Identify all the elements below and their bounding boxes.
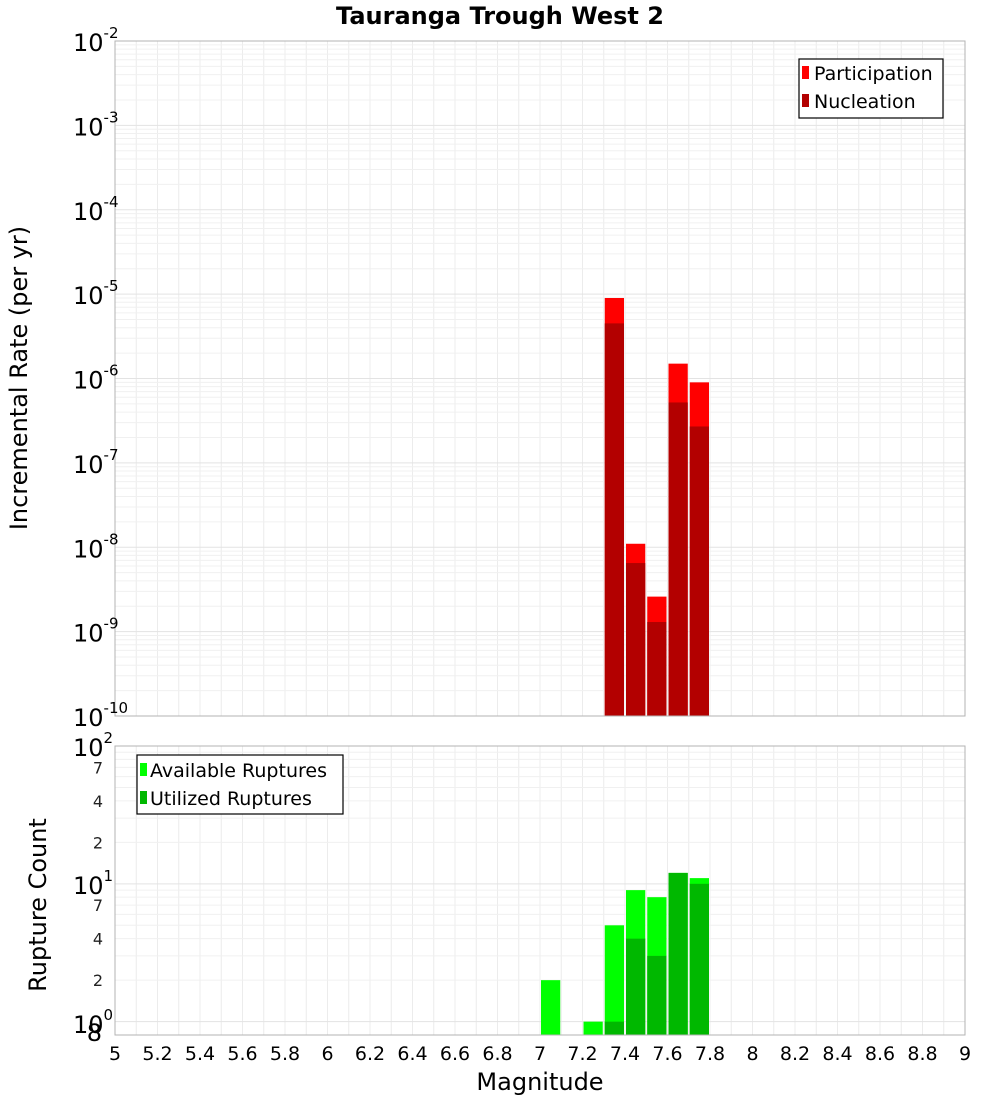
x-tick-label: 7.8 [695,1043,725,1065]
x-tick-label: 9 [959,1043,971,1065]
rate-panel: 10-10 10-9 10-8 10-7 10-6 10-5 10-4 10-3 10-2 In… [5,24,966,732]
x-tick-label: 5.6 [227,1043,257,1065]
rate-y-tick-label: 10-3 [73,108,119,141]
x-tick-label: 8.4 [822,1043,852,1065]
count-panel: 8 2 4 7 2 4 7 100 101 102 Rupture Count Available… [24,729,971,1096]
nucleation-bar-7.35 [604,323,624,716]
count-y-axis-label: Rupture Count [24,818,52,992]
rate-y-axis-label: Incremental Rate (per yr) [5,226,33,530]
legend-swatch-utilized [140,791,147,804]
count-y-minor-tick-label: 7 [93,896,103,915]
x-tick-label: 6.6 [440,1043,470,1065]
count-y-tick-labels: 8 2 4 7 2 4 7 100 101 102 [73,729,113,1047]
available-bar-7.35 [604,925,624,1035]
legend-label-nucleation: Nucleation [814,91,916,113]
rate-y-tick-label: 10-2 [73,24,119,57]
x-tick-label: 6 [321,1043,333,1065]
x-tick-label: 7.4 [610,1043,640,1065]
count-bars [541,872,709,1035]
legend-label-participation: Participation [814,63,933,85]
nucleation-bar-7.65 [668,402,688,716]
nucleation-bar-7.75 [689,426,709,716]
rate-y-tick-label: 10-7 [73,446,119,479]
x-tick-label: 8.2 [780,1043,810,1065]
x-tick-label: 5.4 [185,1043,215,1065]
rate-legend-box [798,58,944,119]
rate-y-tick-label: 10-4 [73,193,119,226]
count-y-minor-tick-label: 8 [87,1019,102,1047]
rate-gridlines [114,41,966,717]
count-legend-box [136,754,344,815]
rate-bars [604,297,709,716]
rate-y-tick-label: 10-6 [73,362,119,395]
rate-y-tick-label: 10-5 [73,277,119,310]
x-tick-label: 8.8 [907,1043,937,1065]
x-tick-label: 5.8 [270,1043,300,1065]
rate-y-tick-label: 10-9 [73,615,119,648]
legend-swatch-participation [802,66,809,79]
x-tick-label: 6.4 [397,1043,427,1065]
x-tick-label: 8.6 [865,1043,895,1065]
nucleation-bar-7.55 [647,622,667,716]
count-y-major-tick-label: 102 [73,729,113,762]
count-y-major-tick-label: 100 [73,1006,113,1039]
chart-title: Tauranga Trough West 2 [336,2,664,30]
utilized-bar-7.65 [668,872,688,1035]
x-tick-label: 6.8 [482,1043,512,1065]
nucleation-bar-7.45 [626,563,646,716]
x-tick-label: 5 [109,1043,121,1065]
x-tick-label: 8 [746,1043,758,1065]
legend-label-utilized: Utilized Ruptures [150,788,312,810]
count-y-minor-tick-label: 4 [93,930,103,949]
utilized-bar-7.55 [647,955,667,1035]
rate-y-tick-label: 10-10 [73,699,128,732]
rate-y-tick-label: 10-8 [73,530,119,563]
count-gridlines [114,746,966,1035]
x-tick-labels: 5 5.2 5.4 5.6 5.8 6 6.2 6.4 6.6 6.8 7 7.2 7.4 7.6 7.8 8… [109,1043,971,1065]
count-y-minor-tick-label: 4 [93,792,103,811]
available-bar-7.25 [583,1021,603,1035]
rate-y-tick-labels: 10-10 10-9 10-8 10-7 10-6 10-5 10-4 10-3 10-2 [73,24,128,732]
count-plot-border [114,745,966,1036]
x-tick-label: 7.2 [567,1043,597,1065]
utilized-bar-7.35 [604,1021,624,1035]
legend-swatch-available [140,763,147,776]
legend-swatch-nucleation [802,94,809,107]
available-bar-7.05 [541,980,561,1035]
rate-plot-border [114,40,966,717]
utilized-bar-7.45 [626,938,646,1035]
utilized-bar-7.75 [689,883,709,1035]
count-y-minor-tick-label: 2 [93,971,103,990]
x-tick-label: 6.2 [355,1043,385,1065]
count-legend: Available Ruptures Utilized Ruptures [136,754,344,815]
x-tick-label: 5.2 [142,1043,172,1065]
x-axis-label: Magnitude [476,1068,603,1096]
x-tick-label: 7 [534,1043,546,1065]
count-y-minor-tick-label: 2 [93,833,103,852]
rate-legend: Participation Nucleation [798,58,944,119]
legend-label-available: Available Ruptures [150,760,327,782]
count-y-major-tick-label: 101 [73,867,113,900]
count-y-minor-tick-label: 7 [93,758,103,777]
x-tick-label: 7.6 [652,1043,682,1065]
